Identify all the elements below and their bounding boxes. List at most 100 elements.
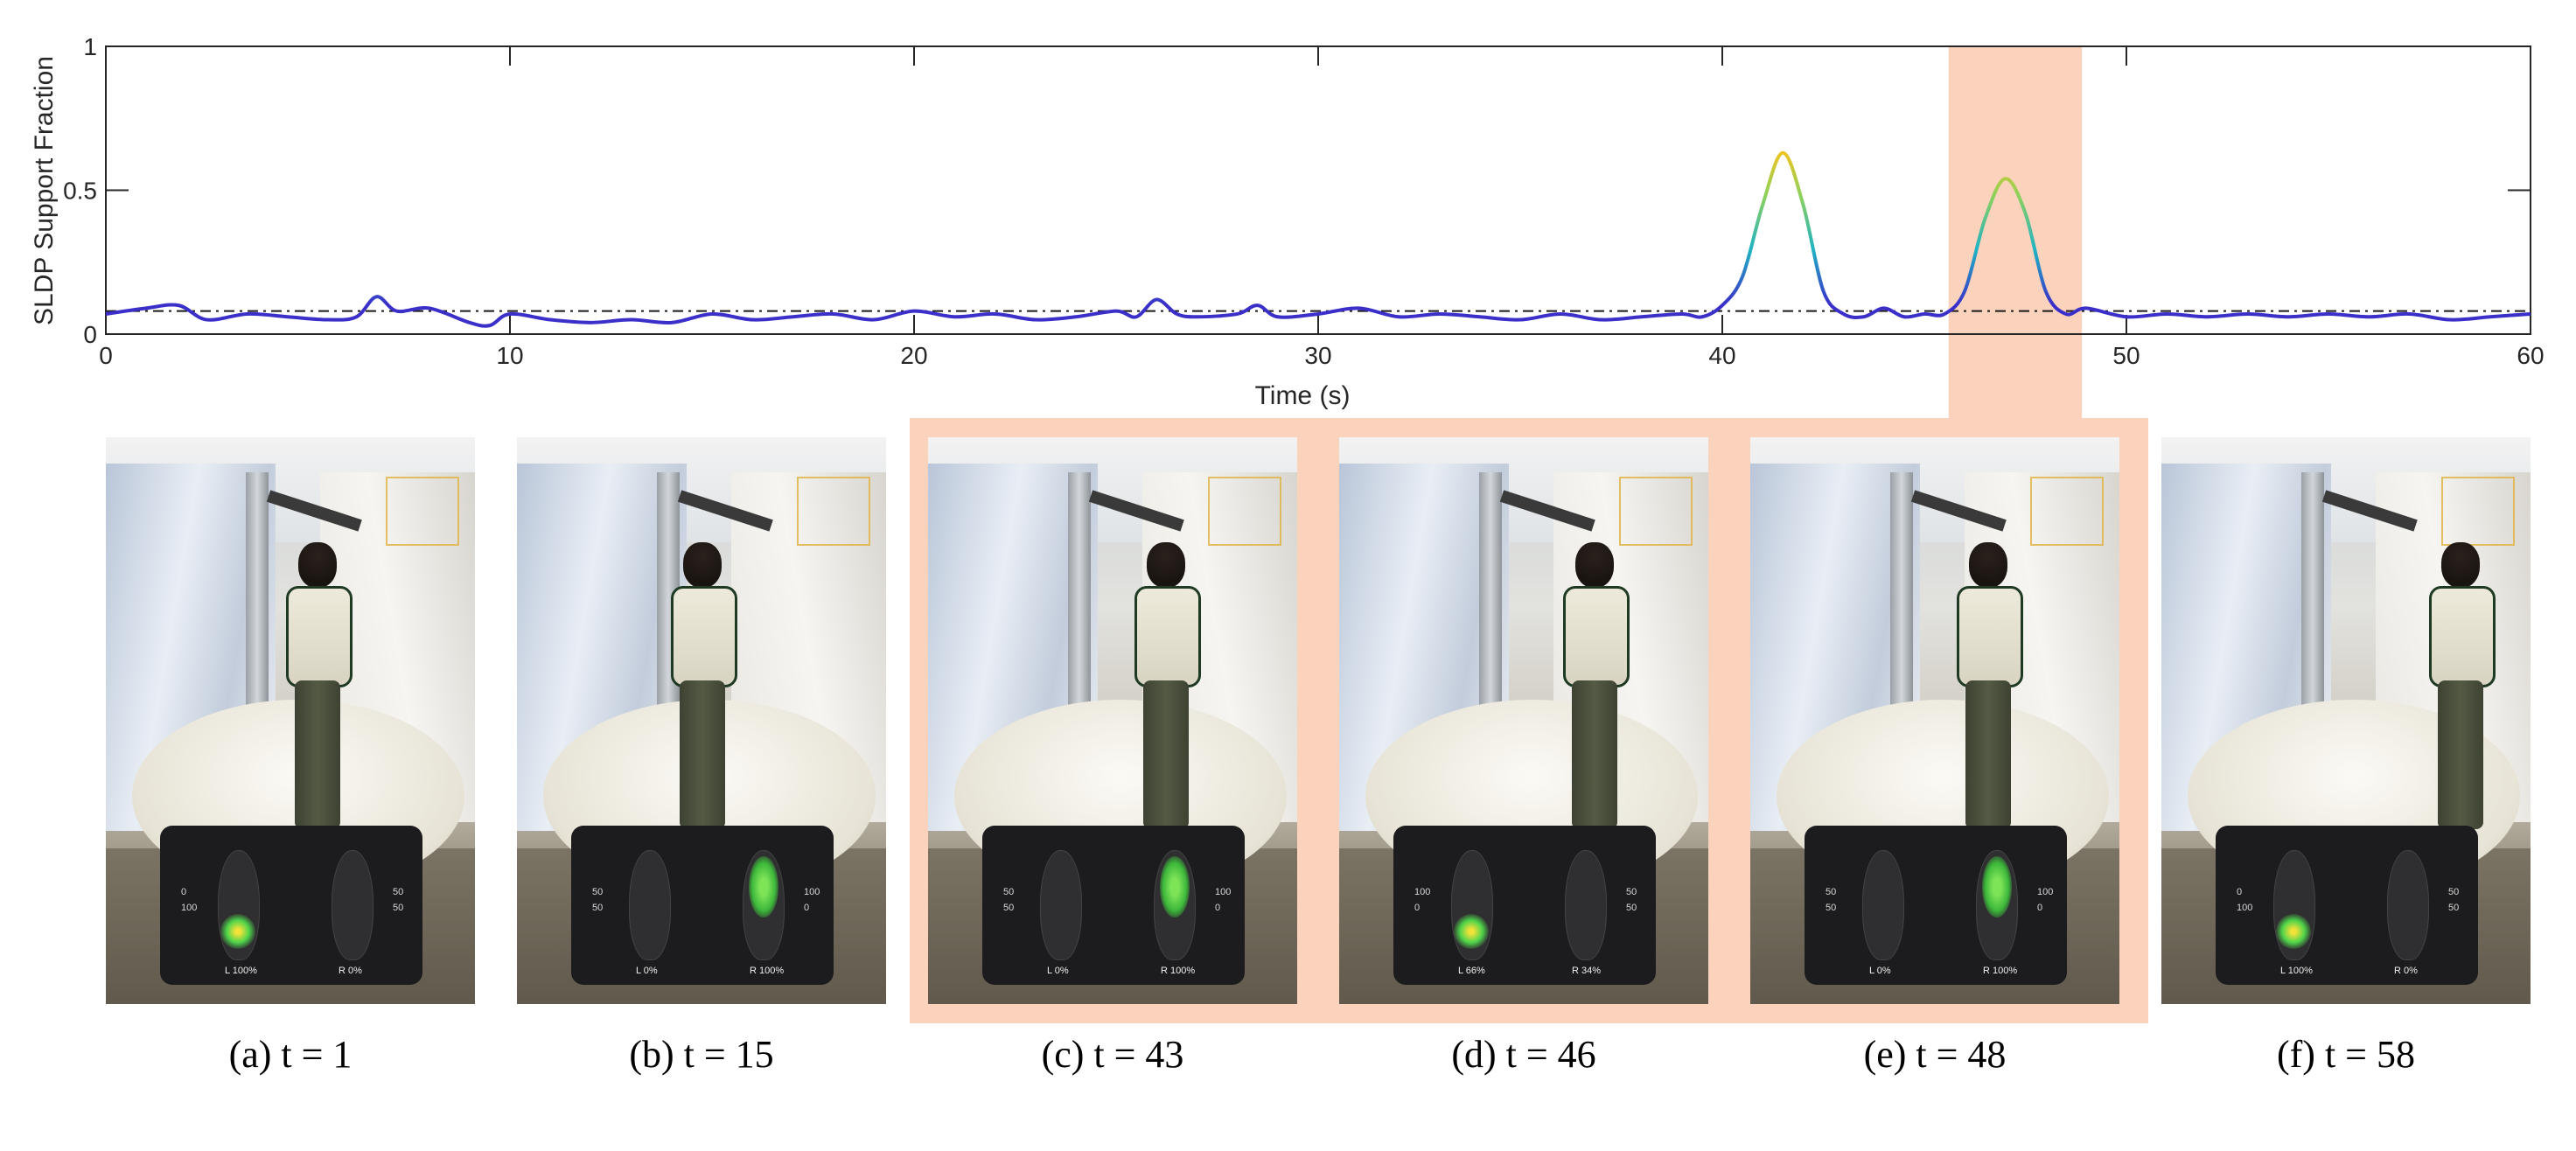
- scale-left-bottom: 50: [1826, 903, 1837, 913]
- pressure-overlay: 0 100 50 50 L 100% R 0%: [160, 826, 422, 985]
- subject-head: [2441, 542, 2480, 588]
- right-percent: R 100%: [1161, 966, 1196, 976]
- panel-caption: (b) t = 15: [629, 1033, 774, 1076]
- y-tick-label: 0: [83, 321, 97, 348]
- subject-torso: [2429, 586, 2496, 687]
- right-foot: [2387, 850, 2429, 960]
- scale-left-top: 100: [1414, 887, 1431, 897]
- scale-left-bottom: 100: [181, 903, 198, 913]
- scale-left-top: 50: [1826, 887, 1837, 897]
- left-foot: [1862, 850, 1904, 960]
- right-foot: [1976, 850, 2018, 960]
- pressure-blob: [2276, 914, 2311, 949]
- wall-frame: [1619, 477, 1693, 546]
- scale-right-top: 50: [2448, 887, 2460, 897]
- scale-right-top: 100: [2037, 887, 2054, 897]
- subject: [2424, 542, 2496, 831]
- subject-torso: [286, 586, 353, 687]
- panel-caption: (e) t = 48: [1863, 1033, 2007, 1076]
- subject-torso: [1134, 586, 1201, 687]
- pressure-blob: [1982, 856, 2012, 917]
- scale-right-top: 50: [393, 887, 404, 897]
- wall-frame: [386, 477, 459, 546]
- subject-torso: [1563, 586, 1630, 687]
- scale-right-bottom: 50: [393, 903, 404, 913]
- right-percent: R 34%: [1572, 966, 1602, 976]
- plot-frame: [105, 45, 2531, 335]
- subject-legs: [295, 680, 340, 829]
- x-axis-label: Time (s): [1255, 381, 1351, 410]
- pressure-blob: [1454, 914, 1489, 949]
- subject-head: [1969, 542, 2007, 588]
- subject-head: [683, 542, 722, 588]
- subject: [666, 542, 737, 831]
- x-tick-label: 50: [2112, 342, 2140, 369]
- scale-left-bottom: 50: [592, 903, 604, 913]
- photo-panel: 50 50 100 0 L 0% R 100%: [1750, 437, 2119, 1004]
- left-percent: L 0%: [636, 966, 658, 976]
- subject: [1558, 542, 1630, 831]
- scale-right-bottom: 50: [1626, 903, 1637, 913]
- axes-layer: 0 10 20 30 40 50 60 0 0.5 1: [63, 33, 2545, 369]
- right-percent: R 0%: [339, 966, 362, 976]
- left-percent: L 0%: [1869, 966, 1891, 976]
- left-foot: [218, 850, 260, 960]
- left-percent: L 0%: [1047, 966, 1069, 976]
- scale-right-top: 100: [1215, 887, 1232, 897]
- left-foot: [1040, 850, 1082, 960]
- subject-head: [1147, 542, 1185, 588]
- x-tick-label: 10: [496, 342, 523, 369]
- subject-torso: [1957, 586, 2023, 687]
- scale-left-top: 50: [592, 887, 604, 897]
- pressure-blob: [1160, 856, 1190, 917]
- pressure-blob: [220, 914, 255, 949]
- pressure-overlay: 50 50 100 0 L 0% R 100%: [1805, 826, 2067, 985]
- left-foot: [1451, 850, 1493, 960]
- subject-legs: [1965, 680, 2011, 829]
- photo-panel: 0 100 50 50 L 100% R 0%: [106, 437, 475, 1004]
- subject-torso: [671, 586, 737, 687]
- x-tick-label: 0: [99, 342, 113, 369]
- scale-right-bottom: 0: [2037, 903, 2043, 913]
- left-percent: L 66%: [1458, 966, 1485, 976]
- scale-left-top: 0: [2237, 887, 2243, 897]
- scale-left-top: 50: [1003, 887, 1015, 897]
- subject-head: [1575, 542, 1614, 588]
- pressure-overlay: 100 0 50 50 L 66% R 34%: [1393, 826, 1656, 985]
- photo-panel: 50 50 100 0 L 0% R 100%: [517, 437, 886, 1004]
- y-tick-label: 1: [83, 33, 97, 60]
- right-foot: [743, 850, 785, 960]
- scale-right-bottom: 0: [804, 903, 810, 913]
- subject: [1951, 542, 2023, 831]
- subject-legs: [1143, 680, 1189, 829]
- right-percent: R 0%: [2394, 966, 2418, 976]
- scale-left-bottom: 50: [1003, 903, 1015, 913]
- y-tick-label: 0.5: [63, 178, 97, 205]
- panel-caption: (a) t = 1: [228, 1033, 353, 1076]
- scale-right-bottom: 50: [2448, 903, 2460, 913]
- photo-panel: 100 0 50 50 L 66% R 34%: [1339, 437, 1708, 1004]
- scale-right-top: 50: [1626, 887, 1637, 897]
- scale-right-top: 100: [804, 887, 820, 897]
- right-percent: R 100%: [1983, 966, 2018, 976]
- right-percent: R 100%: [750, 966, 785, 976]
- x-tick-label: 20: [900, 342, 927, 369]
- pressure-overlay: 50 50 100 0 L 0% R 100%: [982, 826, 1245, 985]
- panel-caption: (d) t = 46: [1451, 1033, 1596, 1076]
- plot-layer: [105, 150, 2531, 328]
- pressure-blob: [749, 856, 778, 917]
- subject: [1129, 542, 1201, 831]
- panel-caption: (c) t = 43: [1041, 1033, 1184, 1076]
- panel-caption: (f) t = 58: [2277, 1033, 2415, 1076]
- x-tick-label: 60: [2517, 342, 2544, 369]
- wall-frame: [797, 477, 870, 546]
- highlight-band: [1948, 46, 2083, 418]
- x-tick-label: 30: [1304, 342, 1331, 369]
- right-foot: [332, 850, 373, 960]
- subject-legs: [1572, 680, 1617, 829]
- scale-left-top: 0: [181, 887, 187, 897]
- wall-frame: [2030, 477, 2104, 546]
- wall-frame: [1208, 477, 1281, 546]
- series-line: [105, 150, 2531, 328]
- scale-left-bottom: 100: [2237, 903, 2253, 913]
